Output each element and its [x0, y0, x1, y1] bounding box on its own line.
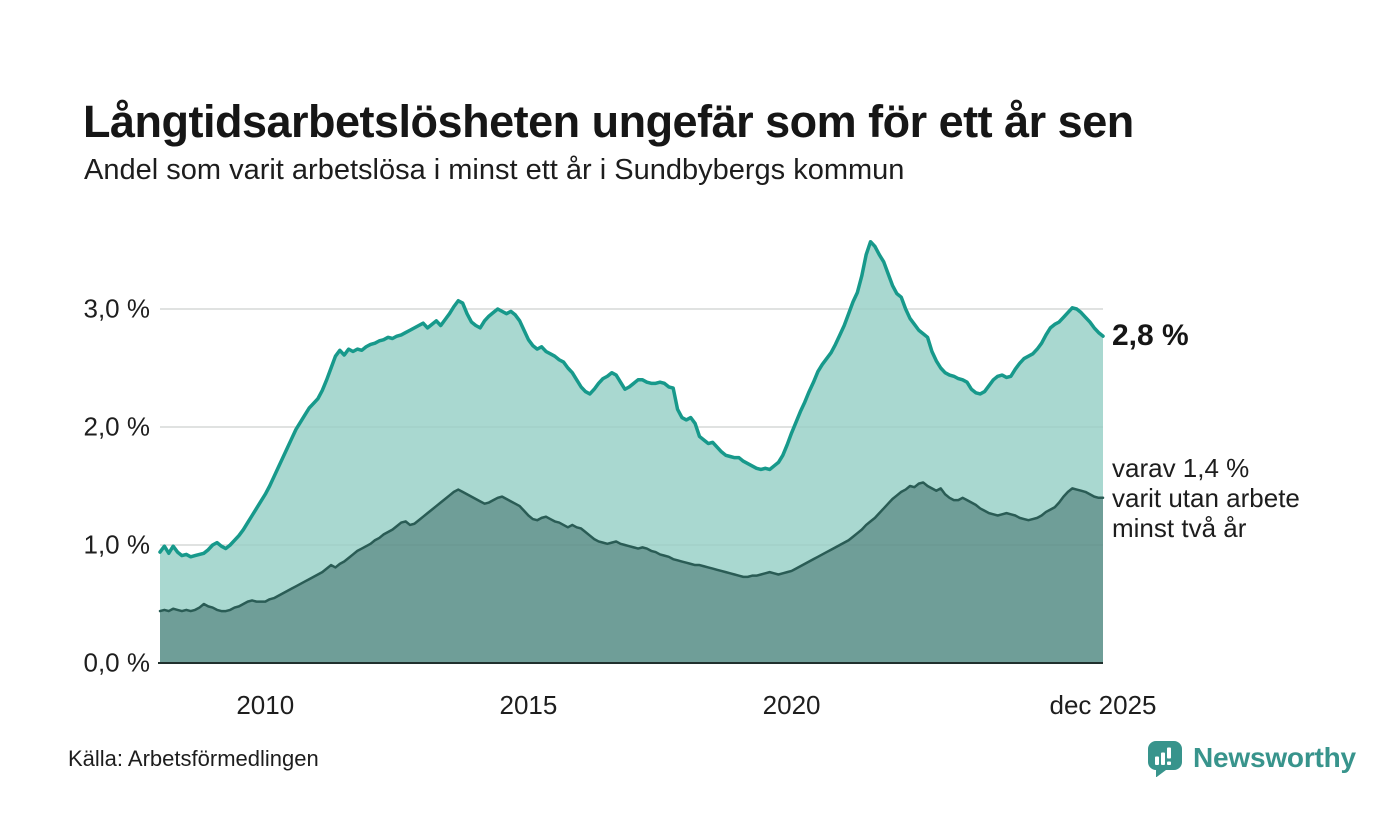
newsworthy-wordmark: Newsworthy: [1193, 742, 1356, 773]
annotation-line: varit utan arbete: [1112, 482, 1300, 513]
newsworthy-brand: Newsworthy: [1146, 739, 1356, 777]
y-tick-label: 0,0 %: [83, 647, 151, 678]
y-tick-label: 3,0 %: [83, 293, 151, 324]
y-tick-label: 2,0 %: [83, 411, 151, 442]
chart-title: Långtidsarbetslösheten ungefär som för e…: [83, 96, 1134, 148]
latest-value-annotation: 2,8 %: [1112, 319, 1189, 353]
x-tick-label: 2020: [762, 690, 821, 720]
y-tick-label: 1,0 %: [83, 529, 151, 560]
annotation-line: varav 1,4 %: [1112, 452, 1250, 483]
x-tick-label: 2015: [499, 690, 558, 720]
two-year-value-annotation: varav 1,4 % varit utan arbete minst två …: [1112, 453, 1300, 543]
x-tick-label: 2010: [236, 690, 295, 720]
newsworthy-logo-icon: [1148, 741, 1182, 777]
annotation-line: minst två år: [1112, 512, 1247, 543]
series-line-unemployed-at-least-one-year: [158, 239, 1105, 559]
x-tick-label: dec 2025: [1049, 690, 1157, 720]
source-credit: Källa: Arbetsförmedlingen: [68, 746, 319, 771]
series-line-unemployed-at-least-two-years: [158, 481, 1105, 613]
chart-subtitle: Andel som varit arbetslösa i minst ett å…: [84, 154, 905, 186]
